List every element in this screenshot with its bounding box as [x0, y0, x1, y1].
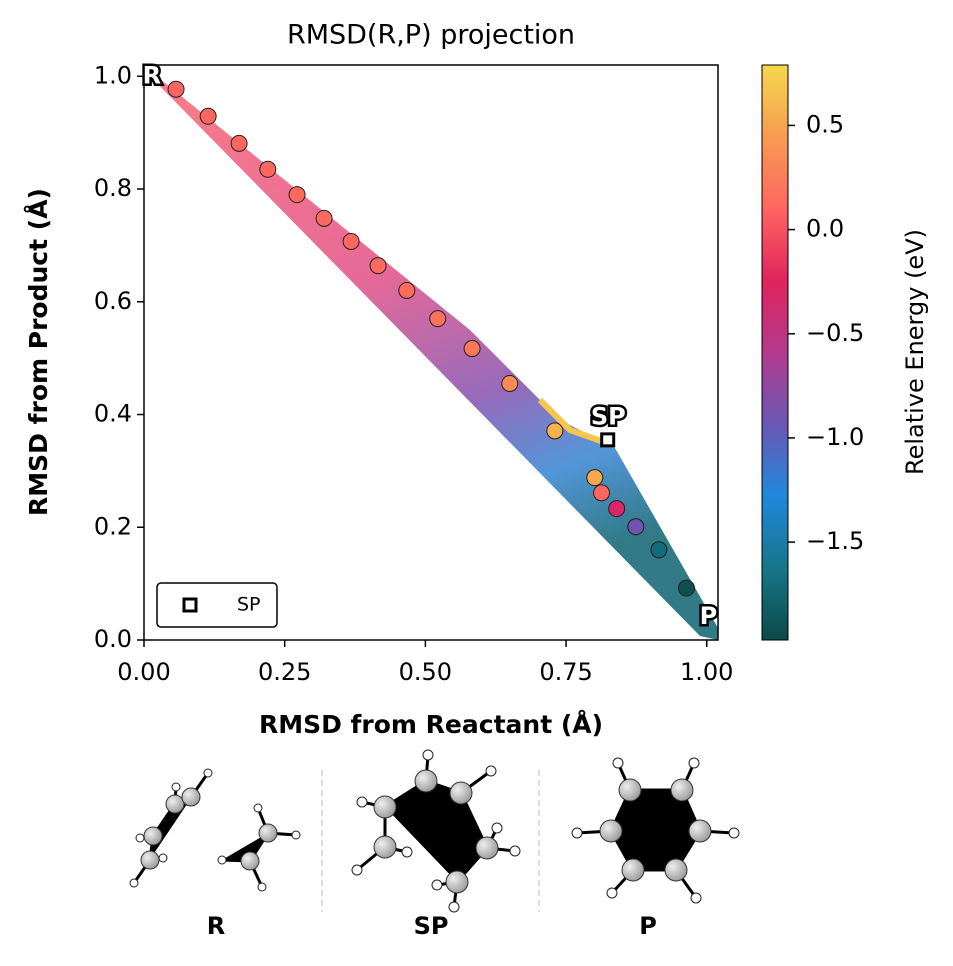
colorbar-label: Relative Energy (eV) — [901, 229, 929, 475]
y-tick-label: 0.2 — [94, 512, 132, 540]
point — [546, 422, 564, 440]
plot-frame — [143, 64, 719, 641]
legend — [156, 582, 278, 628]
energy-ridge — [537, 397, 614, 448]
colorbar — [761, 64, 789, 641]
point — [288, 186, 306, 204]
molecule-r — [129, 768, 301, 892]
point — [369, 257, 387, 275]
x-tick-label: 0.25 — [258, 658, 311, 686]
colorbar-tick-label: −1.0 — [806, 423, 864, 451]
colorbar-tick-label: −0.5 — [806, 319, 864, 347]
point — [230, 134, 248, 152]
x-axis-label: RMSD from Reactant (Å) — [259, 709, 603, 739]
point — [398, 281, 416, 299]
point — [315, 209, 333, 227]
y-axis-label: RMSD from Product (Å) — [23, 188, 53, 516]
structure-label: R — [207, 912, 225, 940]
x-tick-label: 1.00 — [680, 658, 733, 686]
y-tick-label: 0.6 — [94, 287, 132, 315]
annotation: P — [700, 602, 718, 630]
x-tick-label: 0.75 — [539, 658, 592, 686]
molecule-p — [571, 757, 740, 904]
point — [429, 310, 447, 328]
y-tick-label: 1.0 — [94, 61, 132, 89]
y-tick-label: 0.8 — [94, 174, 132, 202]
point — [586, 469, 604, 487]
x-tick-label: 0.50 — [399, 658, 452, 686]
point — [608, 500, 626, 518]
point — [342, 232, 360, 250]
legend-label: SP — [237, 594, 261, 616]
structure-label: SP — [414, 912, 449, 940]
point — [650, 541, 668, 559]
energy-surface — [144, 66, 718, 640]
point — [463, 340, 481, 358]
point — [627, 518, 645, 536]
annotation: R — [143, 61, 161, 89]
point — [593, 484, 611, 502]
y-tick-label: 0.0 — [94, 625, 132, 653]
point — [677, 579, 695, 597]
annotation: SP — [591, 402, 626, 430]
molecule-sp — [351, 749, 521, 913]
y-tick-label: 0.4 — [94, 400, 132, 428]
point — [501, 375, 519, 393]
legend-marker — [182, 597, 198, 613]
colorbar-tick-label: 0.5 — [806, 110, 844, 138]
colorbar-tick-label: 0.0 — [806, 215, 844, 243]
structure-label: P — [639, 912, 657, 940]
point — [259, 160, 277, 178]
sp-marker — [600, 432, 616, 448]
colorbar-tick-label: −1.5 — [806, 527, 864, 555]
point — [167, 80, 185, 98]
structures: R SP P — [129, 749, 740, 940]
chart-title: RMSD(R,P) projection — [287, 20, 575, 51]
x-tick-label: 0.00 — [117, 658, 170, 686]
point — [199, 107, 217, 125]
